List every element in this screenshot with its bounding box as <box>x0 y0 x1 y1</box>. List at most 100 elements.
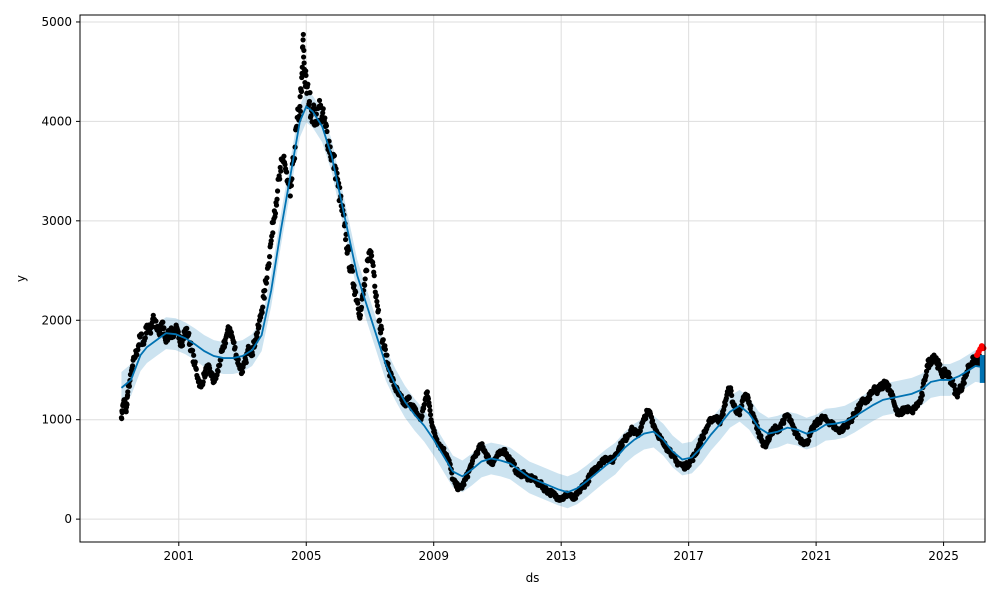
observed-point <box>239 369 246 375</box>
observed-point <box>358 304 365 310</box>
observed-point <box>353 289 359 295</box>
observed-point <box>148 330 154 336</box>
observed-point <box>254 330 260 336</box>
observed-point <box>946 371 952 377</box>
observed-point <box>748 403 754 409</box>
observed-point <box>193 366 199 372</box>
x-tick-label: 2001 <box>164 549 195 563</box>
observed-point <box>266 261 272 267</box>
y-tick-label: 0 <box>64 512 72 526</box>
observed-point <box>419 413 425 419</box>
observed-point <box>374 303 381 309</box>
observed-point <box>301 47 307 54</box>
observed-point <box>126 383 132 389</box>
observed-point <box>297 94 303 100</box>
observed-point <box>375 307 382 313</box>
observed-point <box>124 402 130 408</box>
observed-point <box>355 300 361 306</box>
observed-point <box>362 282 368 288</box>
observed-point <box>362 276 368 282</box>
observed-point <box>324 128 330 135</box>
observed-point <box>160 319 166 325</box>
observed-point <box>125 389 131 395</box>
observed-point <box>316 97 323 104</box>
observed-point <box>426 403 433 409</box>
observed-point <box>308 113 314 119</box>
observed-point <box>379 326 385 332</box>
observed-point <box>123 409 129 415</box>
observed-point <box>300 31 306 38</box>
observed-point <box>427 412 434 418</box>
observed-point <box>485 453 492 460</box>
observed-point <box>232 344 238 350</box>
observed-point <box>374 298 380 305</box>
observed-point <box>261 295 267 301</box>
plot-frame <box>79 14 986 543</box>
observed-point <box>175 329 181 335</box>
observed-point <box>277 176 283 182</box>
x-tick-label: 2013 <box>546 549 577 563</box>
observed-point <box>357 312 364 318</box>
forecast-line <box>120 105 982 494</box>
forecast-end-segment <box>979 355 985 383</box>
observed-point <box>406 395 412 401</box>
observed-point <box>299 74 305 81</box>
observed-point <box>465 474 471 480</box>
observed-point <box>296 113 302 119</box>
observed-point <box>203 371 210 377</box>
observed-point <box>368 253 375 259</box>
observed-point <box>306 98 313 105</box>
observed-point <box>320 106 326 112</box>
observed-point <box>323 123 330 129</box>
observed-point <box>272 210 279 216</box>
observed-point <box>427 407 433 413</box>
observed-point <box>179 342 186 349</box>
observed-point <box>372 283 378 289</box>
observed-point <box>722 402 728 408</box>
observed-point <box>254 334 260 340</box>
observed-point <box>777 425 784 431</box>
observed-point <box>281 153 287 159</box>
observed-point <box>441 445 447 451</box>
observed-point <box>184 325 190 331</box>
observed-point <box>307 90 313 96</box>
observed-point <box>200 379 206 385</box>
observed-point <box>231 339 237 345</box>
uncertainty-band <box>121 90 982 509</box>
forecast-line-group <box>120 105 985 494</box>
observed-point <box>300 37 306 43</box>
observed-point <box>263 280 270 286</box>
observed-point <box>268 238 274 244</box>
observed-point <box>425 396 432 402</box>
observed-point <box>806 438 812 444</box>
observed-point <box>728 388 734 394</box>
observed-point <box>720 411 726 417</box>
observed-point <box>287 193 293 199</box>
observed-point <box>745 395 751 401</box>
observed-point <box>274 196 280 202</box>
observed-point <box>274 188 281 194</box>
observed-point <box>384 352 390 358</box>
observed-point <box>273 202 280 208</box>
recent-point <box>980 345 987 352</box>
observed-point <box>461 482 467 488</box>
observed-point <box>283 169 290 175</box>
x-tick-label: 2021 <box>801 549 832 563</box>
observed-point <box>376 317 383 323</box>
observed-point <box>867 396 873 402</box>
observed-point <box>301 60 307 66</box>
observed-point <box>690 457 696 464</box>
observed-point <box>256 323 262 329</box>
observed-point <box>278 168 284 174</box>
observed-point <box>222 340 229 346</box>
observed-point <box>300 54 307 60</box>
observed-point <box>217 362 223 368</box>
y-tick-label: 2000 <box>41 313 72 327</box>
observed-point <box>134 352 140 358</box>
observed-point <box>246 345 252 351</box>
observed-point <box>380 337 386 343</box>
observed-point <box>331 153 337 159</box>
y-tick-label: 1000 <box>41 413 72 427</box>
observed-point <box>370 262 376 269</box>
observed-point <box>161 325 167 331</box>
